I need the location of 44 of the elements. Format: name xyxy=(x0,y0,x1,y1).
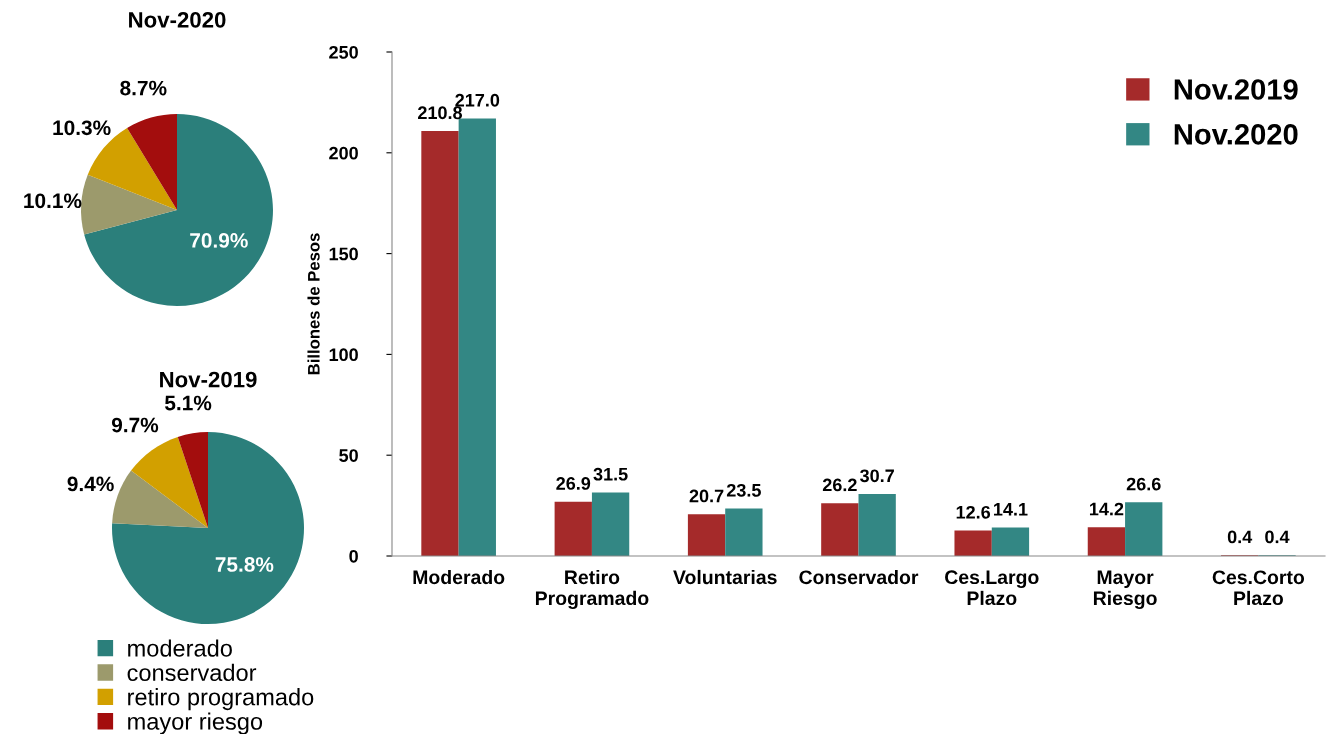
data-label: 12.6 xyxy=(956,505,991,519)
chart-title: Nov-2020 xyxy=(129,11,226,28)
data-label: 26.2 xyxy=(822,478,857,492)
y-axis-title: Billones de Pesos xyxy=(307,233,320,375)
x-tick-label: Mayor Riesgo xyxy=(1093,570,1157,610)
legend-label: Nov.2019 xyxy=(1174,79,1298,100)
legend-label: conservador xyxy=(127,663,257,682)
data-label: 26.9 xyxy=(556,477,591,490)
data-label: 10.3% xyxy=(53,120,111,136)
x-tick-label: Voluntarias xyxy=(673,569,777,585)
data-label: 0.4 xyxy=(1227,530,1253,544)
legend-label: mayor riesgo xyxy=(128,712,263,734)
data-label: 75.8% xyxy=(215,557,274,572)
data-label: 9.4% xyxy=(67,476,114,492)
data-label: 26.6 xyxy=(1126,477,1161,491)
legend-label: moderado xyxy=(128,639,232,657)
x-tick-label: Moderado xyxy=(413,569,505,585)
legend-label: retiro programado xyxy=(128,688,314,711)
y-tick-label: 200 xyxy=(329,146,358,160)
x-tick-label: Ces.Largo Plazo xyxy=(945,570,1039,606)
y-tick-label: 0 xyxy=(349,549,358,563)
data-label: 20.7 xyxy=(689,489,724,503)
data-label: 217.0 xyxy=(455,93,500,107)
data-label: 210.8 xyxy=(418,106,463,120)
data-label: 31.5 xyxy=(593,467,628,481)
data-label: 70.9% xyxy=(190,233,248,248)
chart-title: Nov-2019 xyxy=(160,371,257,388)
data-label: 14.2 xyxy=(1089,502,1124,516)
y-tick-label: 100 xyxy=(329,348,358,362)
x-tick-label: Retiro Programado xyxy=(535,569,649,610)
y-tick-label: 50 xyxy=(339,449,358,462)
data-label: 14.1 xyxy=(994,503,1028,516)
legend-label: Nov.2020 xyxy=(1174,124,1298,145)
data-label: 30.7 xyxy=(860,469,894,483)
data-label: 0.4 xyxy=(1265,530,1290,544)
x-tick-label: Conservador xyxy=(799,569,919,585)
x-tick-label: Ces.Corto Plazo xyxy=(1212,570,1305,606)
data-label: 10.1% xyxy=(24,193,82,209)
y-tick-label: 250 xyxy=(329,45,358,59)
data-label: 5.1% xyxy=(164,395,212,411)
data-label: 23.5 xyxy=(726,483,761,497)
data-label: 9.7% xyxy=(111,417,159,433)
data-label: 8.7% xyxy=(120,80,167,96)
y-tick-label: 150 xyxy=(329,247,358,261)
